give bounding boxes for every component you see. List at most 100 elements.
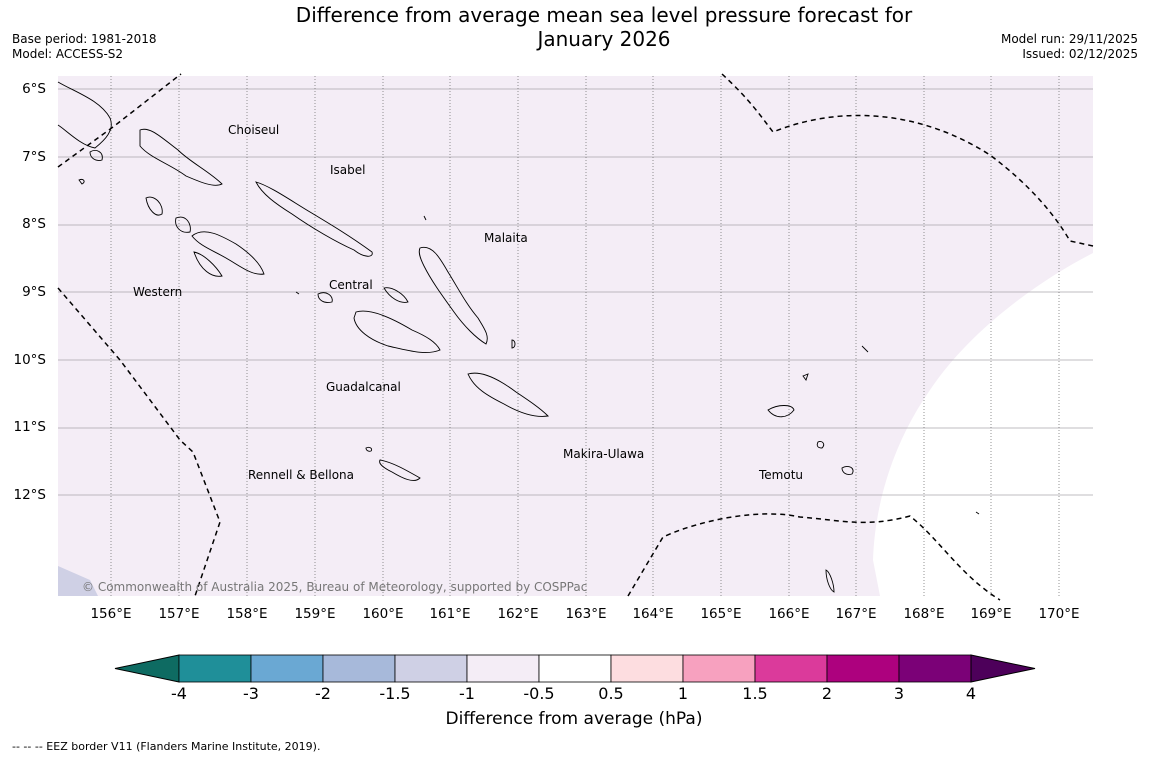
lon-label: 165°E bbox=[700, 606, 742, 622]
colorbar-segment bbox=[682, 654, 756, 683]
island-russell bbox=[383, 287, 409, 303]
lon-label: 164°E bbox=[632, 606, 674, 622]
lon-label: 167°E bbox=[835, 606, 877, 622]
colorbar-segment bbox=[538, 654, 612, 683]
lon-label: 156°E bbox=[90, 606, 132, 622]
colorbar-tick: 3 bbox=[893, 684, 905, 703]
colorbar-tick: -1.5 bbox=[379, 684, 411, 703]
island-ontong-java bbox=[861, 345, 869, 353]
colorbar-tick: -2 bbox=[315, 684, 331, 703]
region-label: Malaita bbox=[484, 231, 528, 245]
island-rendova bbox=[193, 251, 223, 277]
base-period: Base period: 1981-2018 bbox=[12, 32, 157, 46]
region-label: Guadalcanal bbox=[326, 380, 401, 394]
region-label: Makira-Ulawa bbox=[563, 447, 645, 461]
island-new-georgia bbox=[175, 216, 265, 275]
region-label: Isabel bbox=[330, 163, 366, 177]
meta-left: Base period: 1981-2018 Model: ACCESS-S2 bbox=[12, 32, 157, 62]
model-name: Model: ACCESS-S2 bbox=[12, 47, 124, 61]
island-guadalcanal bbox=[353, 310, 441, 353]
colorbar-tick: -1 bbox=[459, 684, 475, 703]
lon-label: 160°E bbox=[362, 606, 404, 622]
colorbar-segment bbox=[898, 654, 972, 683]
lon-label: 159°E bbox=[294, 606, 336, 622]
colorbar-segment bbox=[322, 654, 396, 683]
island-vanikoro bbox=[841, 465, 854, 475]
colorbar-tick: 1 bbox=[677, 684, 689, 703]
colorbar-segment bbox=[466, 654, 540, 683]
colorbar-segment bbox=[754, 654, 828, 683]
lon-label: 168°E bbox=[903, 606, 945, 622]
island-tikopia bbox=[825, 569, 835, 593]
region-label: Rennell & Bellona bbox=[248, 468, 355, 482]
island-isabel bbox=[255, 181, 373, 257]
colorbar-segment bbox=[610, 654, 684, 683]
colorbar-tick: -3 bbox=[243, 684, 259, 703]
island-small-5 bbox=[975, 511, 980, 515]
lon-label: 157°E bbox=[158, 606, 200, 622]
meta-right: Model run: 29/11/2025 Issued: 02/12/2025 bbox=[1001, 32, 1138, 62]
island-small-3 bbox=[511, 339, 516, 349]
lon-label: 162°E bbox=[497, 606, 539, 622]
model-run: Model run: 29/11/2025 bbox=[1000, 32, 1138, 46]
lat-gridlines bbox=[58, 88, 1093, 496]
island-shortlands bbox=[89, 149, 103, 161]
lon-label: 170°E bbox=[1038, 606, 1080, 622]
colorbar-tick: 4 bbox=[965, 684, 977, 703]
colorbar-tick: 1.5 bbox=[742, 684, 768, 703]
lat-label: 7°S bbox=[22, 149, 46, 165]
region-label: Temotu bbox=[759, 468, 804, 482]
island-utupua bbox=[816, 441, 825, 449]
colorbar-extend-low bbox=[114, 654, 180, 683]
island-malaita bbox=[418, 246, 488, 345]
lon-label: 169°E bbox=[970, 606, 1012, 622]
map-corner-fill bbox=[58, 566, 98, 596]
lat-label: 6°S bbox=[22, 81, 46, 97]
island-makira bbox=[467, 372, 549, 417]
colorbar-label: Difference from average (hPa) bbox=[445, 709, 703, 729]
lat-label: 9°S bbox=[22, 284, 46, 300]
lat-label: 8°S bbox=[22, 216, 46, 232]
lat-label: 10°S bbox=[13, 352, 47, 368]
colorbar-tick: 2 bbox=[821, 684, 833, 703]
lon-label: 163°E bbox=[565, 606, 607, 622]
lon-label: 161°E bbox=[429, 606, 471, 622]
island-reef-islands bbox=[802, 373, 809, 381]
island-vella-lavella bbox=[145, 196, 163, 216]
island-florida bbox=[317, 292, 333, 303]
colorbar-segment bbox=[178, 654, 252, 683]
eez-borders bbox=[57, 73, 1094, 601]
lat-label: 11°S bbox=[13, 419, 47, 435]
lon-label: 166°E bbox=[768, 606, 810, 622]
map-white-area bbox=[873, 253, 1093, 596]
island-small-2 bbox=[423, 215, 427, 221]
island-small-1 bbox=[78, 179, 85, 185]
island-bougainville bbox=[57, 81, 112, 149]
issued-date: Issued: 02/12/2025 bbox=[1022, 47, 1138, 61]
eez-footnote: -- -- -- EEZ border V11 (Flanders Marine… bbox=[12, 740, 321, 753]
colorbar-tick: 0.5 bbox=[598, 684, 624, 703]
colorbar-tick: -4 bbox=[171, 684, 187, 703]
colorbar-segment bbox=[394, 654, 468, 683]
colorbar bbox=[114, 654, 1036, 683]
title-line-1: Difference from average mean sea level p… bbox=[295, 3, 913, 27]
chart-title: Difference from average mean sea level p… bbox=[200, 3, 1008, 51]
colorbar-tick: -0.5 bbox=[523, 684, 555, 703]
title-line-2: January 2026 bbox=[537, 27, 671, 51]
island-bellona bbox=[365, 446, 373, 452]
lon-label: 158°E bbox=[226, 606, 268, 622]
region-label: Choiseul bbox=[228, 123, 280, 137]
island-rennell bbox=[379, 459, 421, 481]
islands bbox=[57, 81, 980, 593]
region-label: Central bbox=[329, 278, 373, 292]
colorbar-segment bbox=[826, 654, 900, 683]
colorbar-extend-high bbox=[970, 654, 1036, 683]
island-small-4 bbox=[295, 291, 300, 295]
island-choiseul bbox=[139, 128, 223, 186]
island-ndeni bbox=[767, 405, 795, 418]
copyright-notice: © Commonwealth of Australia 2025, Bureau… bbox=[82, 580, 588, 594]
lat-label: 12°S bbox=[13, 487, 47, 503]
colorbar-segment bbox=[250, 654, 324, 683]
region-label: Western bbox=[133, 285, 183, 299]
